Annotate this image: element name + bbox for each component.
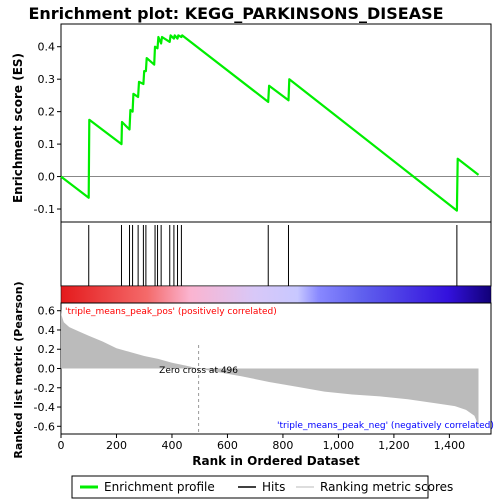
x-axis: 0 200 400 600 800 1,000 1,200 1,400: [58, 434, 466, 452]
legend: Enrichment profile Hits Ranking metric sco…: [80, 480, 453, 494]
es-panel-frame: [60, 23, 492, 223]
metric-y-tick-label: -0.2: [34, 382, 55, 395]
metric-y-tick-label: -0.6: [34, 420, 55, 433]
positive-correlation-label: 'triple_means_peak_pos' (positively corr…: [65, 307, 277, 317]
x-tick-label: 0: [58, 439, 65, 452]
es-y-tick-label: 0.0: [38, 171, 56, 184]
es-y-tick-label: 0.2: [38, 106, 56, 119]
es-y-tick-label: 0.3: [38, 73, 56, 86]
x-tick-label: 200: [106, 439, 127, 452]
metric-y-tick-label: -0.4: [34, 401, 55, 414]
zero-cross-label: Zero cross at 496: [159, 366, 238, 376]
x-tick-label: 600: [217, 439, 238, 452]
rank-color-bar: [60, 285, 492, 304]
metric-y-tick-label: 0.2: [38, 343, 56, 356]
legend-label: Enrichment profile: [104, 480, 215, 494]
metric-y-tick-label: 0.0: [38, 363, 56, 376]
metric-y-tick-label: 0.4: [38, 324, 56, 337]
x-tick-label: 400: [161, 439, 182, 452]
metric-y-axis: -0.6 -0.4 -0.2 0.0 0.2 0.4 0.6: [34, 305, 61, 433]
legend-label: Hits: [262, 480, 285, 494]
enrichment-profile-line: [60, 34, 480, 212]
metric-y-tick-label: 0.6: [38, 305, 56, 318]
es-y-axis: -0.1 0.0 0.1 0.2 0.3 0.4: [34, 41, 61, 216]
x-axis-label: Rank in Ordered Dataset: [192, 454, 360, 468]
es-y-axis-label: Enrichment score (ES): [11, 53, 25, 203]
x-tick-label: 1,000: [323, 439, 355, 452]
es-y-tick-label: -0.1: [34, 203, 55, 216]
x-tick-label: 1,400: [434, 439, 466, 452]
metric-y-axis-label: Ranked list metric (Pearson): [12, 281, 25, 458]
x-tick-label: 1,200: [378, 439, 410, 452]
es-y-tick-label: 0.1: [38, 138, 56, 151]
es-y-tick-label: 0.4: [38, 41, 56, 54]
legend-label: Ranking metric scores: [320, 480, 453, 494]
x-tick-label: 800: [272, 439, 293, 452]
negative-correlation-label: 'triple_means_peak_neg' (negatively corr…: [277, 421, 494, 431]
hits-group: [88, 225, 458, 286]
hits-panel-frame: [60, 221, 492, 287]
ranking-metric-area: [61, 308, 479, 430]
chart-title: Enrichment plot: KEGG_PARKINSONS_DISEASE: [28, 4, 443, 23]
